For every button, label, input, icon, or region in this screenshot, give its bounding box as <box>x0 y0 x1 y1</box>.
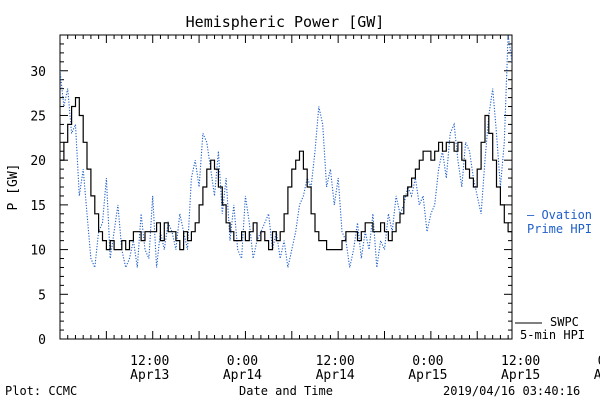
x-tick-label: 12:00 <box>501 354 540 369</box>
y-tick-label: 20 <box>30 154 46 169</box>
x-tick-label: 0:00 <box>412 354 443 369</box>
series-group <box>60 35 512 270</box>
x-tick-date-label: Apr15 <box>408 368 447 383</box>
plot-frame <box>59 34 513 340</box>
x-tick-date-label: Apr16 <box>594 368 600 383</box>
y-axis-label: P [GW] <box>6 164 21 211</box>
x-tick-date-label: Apr14 <box>316 368 355 383</box>
chart-title: Hemispheric Power [GW] <box>186 13 385 31</box>
series-swpc-line <box>60 97 512 251</box>
legend-ovation-line1: — Ovation <box>527 208 592 222</box>
y-tick-label: 10 <box>30 244 46 259</box>
y-axis: 0 5 10 15 20 25 30 <box>30 34 512 348</box>
footer-plot-credit: Plot: CCMC <box>5 384 77 398</box>
x-axis: 12:00Apr130:00Apr1412:00Apr140:00Apr1512… <box>67 35 600 383</box>
x-tick-label: 12:00 <box>316 354 355 369</box>
legend-ovation: — Ovation Prime HPI <box>527 208 592 236</box>
x-tick-label: 0:00 <box>227 354 258 369</box>
x-tick-label: 0:00 <box>598 354 600 369</box>
x-axis-label: Date and Time <box>239 384 333 398</box>
legend-swpc: SWPC 5-min HPI <box>515 315 585 342</box>
legend-ovation-line2: Prime HPI <box>527 222 592 236</box>
legend-swpc-line2: 5-min HPI <box>520 328 585 342</box>
y-tick-label: 30 <box>30 65 46 80</box>
legend-swpc-line1: SWPC <box>550 315 579 329</box>
footer-timestamp: 2019/04/16 03:40:16 <box>443 384 580 398</box>
x-tick-date-label: Apr15 <box>501 368 540 383</box>
x-tick-date-label: Apr13 <box>130 368 169 383</box>
y-tick-label: 5 <box>38 288 46 303</box>
y-tick-label: 15 <box>30 199 46 214</box>
y-tick-label: 0 <box>38 333 46 348</box>
x-tick-label: 12:00 <box>130 354 169 369</box>
y-tick-label: 25 <box>30 109 46 124</box>
x-tick-date-label: Apr14 <box>223 368 262 383</box>
series-ovation-line <box>60 35 512 270</box>
